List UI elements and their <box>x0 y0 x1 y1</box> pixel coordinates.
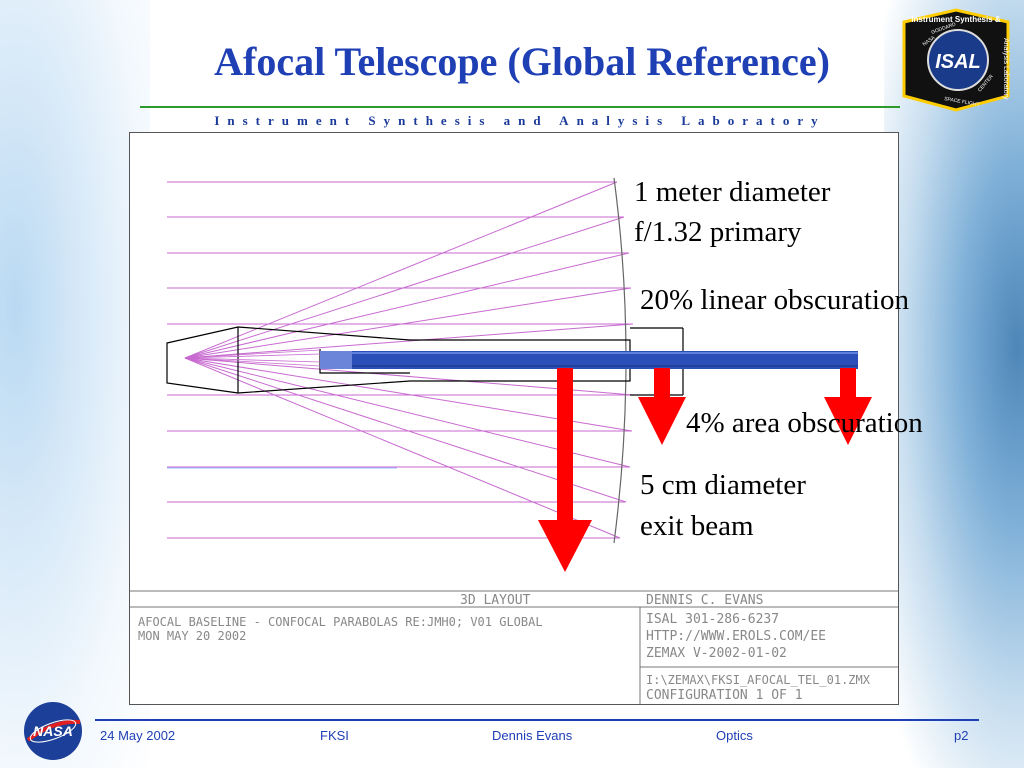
footer-author: Dennis Evans <box>492 728 573 743</box>
label-primary-focal-ratio: f/1.32 primary <box>634 216 802 248</box>
zemax-layout-title: 3D LAYOUT <box>460 593 531 608</box>
zemax-file: I:\ZEMAX\FKSI_AFOCAL_TEL_01.ZMX <box>646 673 871 687</box>
label-exit-beam: exit beam <box>640 510 754 542</box>
slide-subtitle: Instrument Synthesis and Analysis Labora… <box>214 113 826 128</box>
footer-topic: Optics <box>716 728 753 743</box>
title-divider <box>140 106 900 108</box>
zemax-layout-figure: 3D LAYOUT DENNIS C. EVANS AFOCAL BASELIN… <box>129 132 899 705</box>
zemax-configuration: CONFIGURATION 1 OF 1 <box>646 688 803 703</box>
label-area-obscuration: 4% area obscuration <box>686 407 923 439</box>
footer-page-number: p2 <box>954 728 969 743</box>
badge-side-text: Analysis Laboratory <box>1002 38 1009 100</box>
zemax-phone: ISAL 301-286-6237 <box>646 612 779 627</box>
badge-center-text: ISAL <box>935 51 981 73</box>
optical-layout-diagram: 3D LAYOUT DENNIS C. EVANS AFOCAL BASELIN… <box>130 177 898 704</box>
arrow-area-obscuration <box>638 368 686 445</box>
nasa-logo-text: NASA <box>33 723 73 739</box>
footer-divider <box>95 719 979 721</box>
background-left-glow <box>0 0 150 768</box>
footer-date: 24 May 2002 <box>100 728 176 743</box>
background-right-earth <box>884 0 1024 768</box>
zemax-author: DENNIS C. EVANS <box>646 593 763 608</box>
zemax-info-block: 3D LAYOUT DENNIS C. EVANS AFOCAL BASELIN… <box>130 590 898 704</box>
zemax-description-line2: MON MAY 20 2002 <box>138 629 246 643</box>
footer-project: FKSI <box>320 728 349 743</box>
exit-beam <box>352 351 858 369</box>
badge-top-text: Instrument Synthesis & <box>911 15 1001 24</box>
label-exit-diameter: 5 cm diameter <box>640 469 806 501</box>
zemax-version: ZEMAX V-2002-01-02 <box>646 646 787 661</box>
arrow-exit-beam <box>538 368 592 572</box>
zemax-description-line1: AFOCAL BASELINE - CONFOCAL PARABOLAS RE:… <box>138 615 543 629</box>
arrow-linear-obscuration <box>824 368 872 445</box>
nasa-logo: NASA <box>24 702 82 760</box>
label-primary-diameter: 1 meter diameter <box>634 176 831 208</box>
focus-rays <box>184 349 321 367</box>
slide-title: Afocal Telescope (Global Reference) <box>214 39 830 84</box>
zemax-url: HTTP://WWW.EROLS.COM/EE <box>646 629 826 644</box>
label-linear-obscuration: 20% linear obscuration <box>640 284 909 316</box>
isal-badge-logo: ISAL Instrument Synthesis & Analysis Lab… <box>902 8 1010 112</box>
annotation-arrows <box>538 368 872 572</box>
